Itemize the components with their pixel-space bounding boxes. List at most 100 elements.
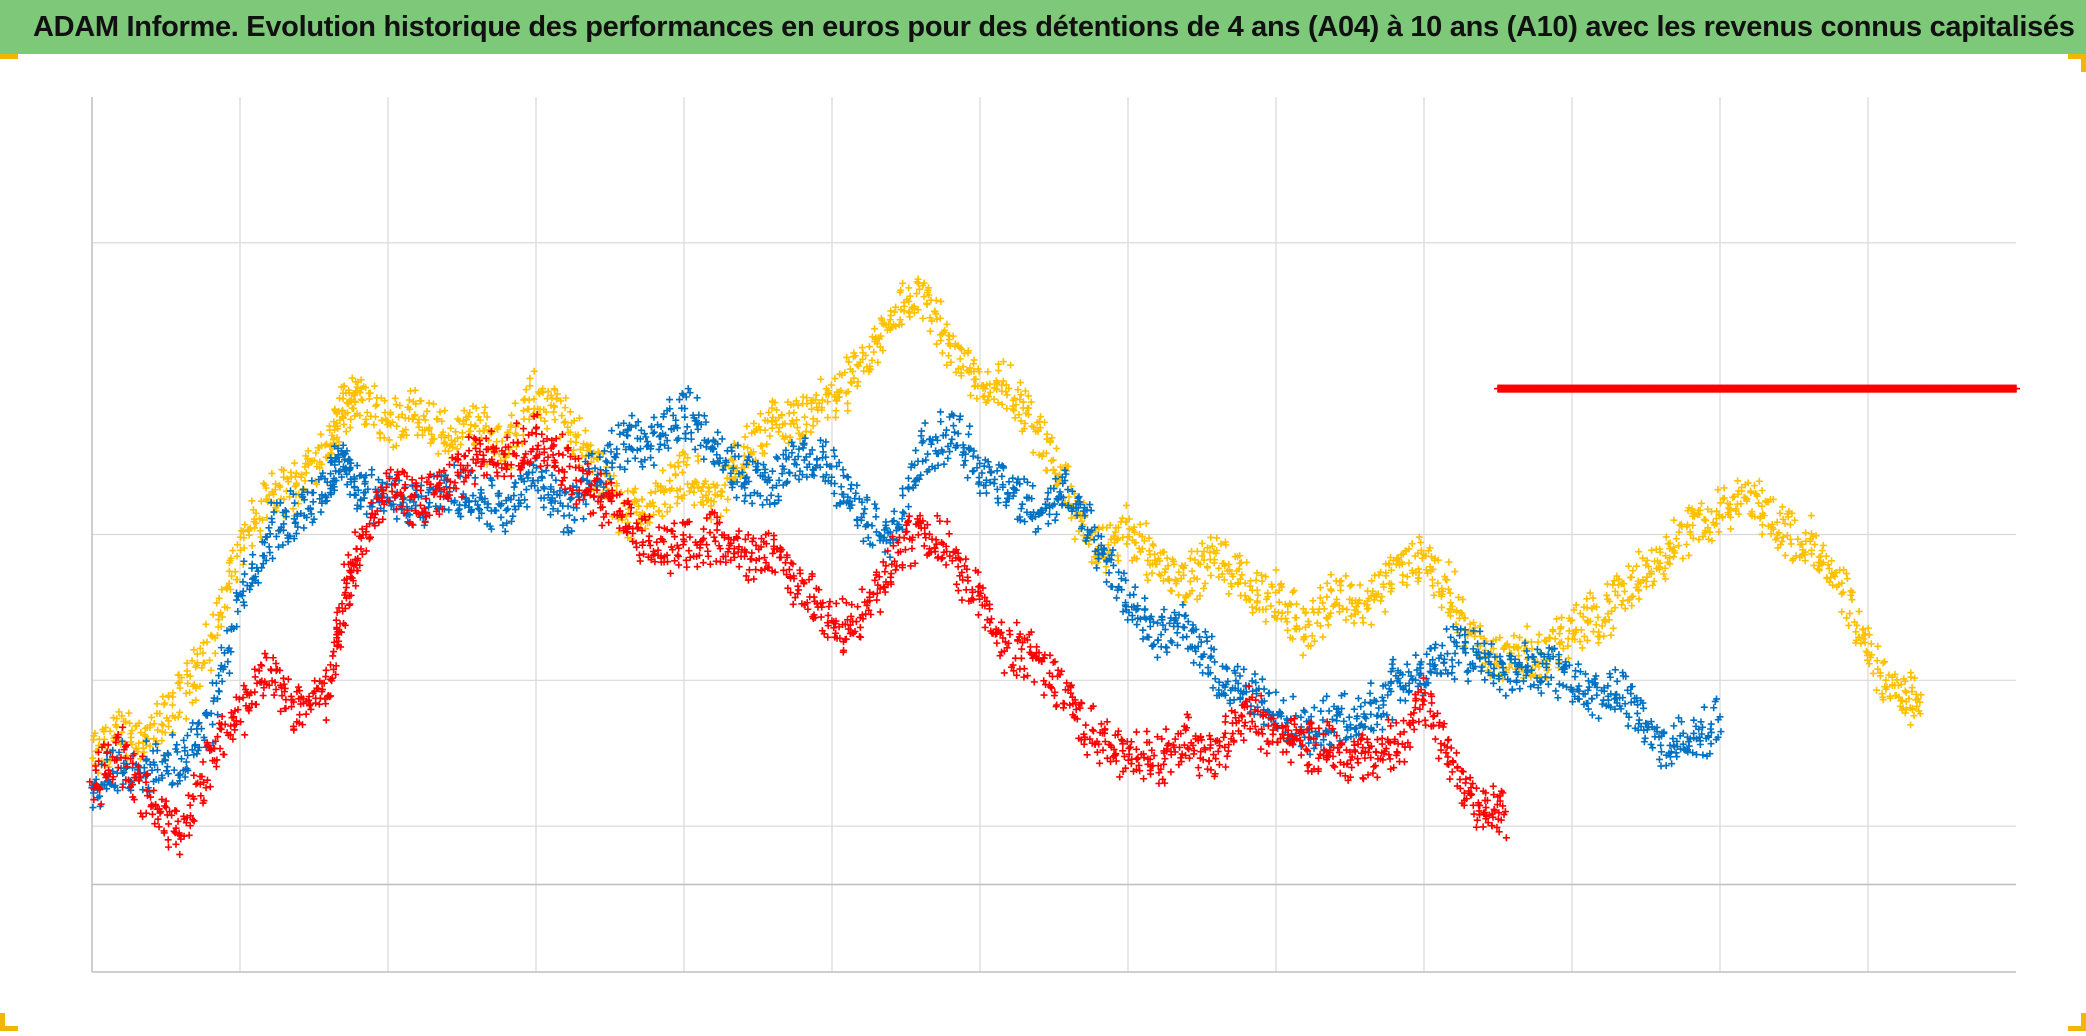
data-point-marker [860,538,867,545]
data-point-marker [312,700,319,707]
data-point-marker [744,444,751,451]
data-point-marker [1633,563,1640,570]
data-point-marker [370,421,377,428]
data-point-marker [1289,589,1296,596]
chart-area [0,54,2086,1031]
data-point-marker [89,804,96,811]
data-point-marker [1673,749,1680,756]
data-point-marker [1553,615,1560,622]
data-point-marker [233,597,240,604]
data-point-marker [514,439,521,446]
data-point-marker [771,500,778,507]
data-point-marker [1721,484,1728,491]
data-point-marker [1802,529,1809,536]
data-point-marker [1629,593,1636,600]
data-point-marker [905,475,912,482]
data-point-marker [523,486,530,493]
data-point-marker [1053,445,1060,452]
data-point-marker [905,503,912,510]
data-point-marker [347,424,354,431]
data-point-marker [573,439,580,446]
data-series [86,276,2020,858]
data-point-marker [567,496,574,503]
data-point-marker [531,368,538,375]
data-point-marker [1300,652,1307,659]
data-point-marker [1868,640,1875,647]
data-point-marker [824,414,831,421]
data-point-marker [937,337,944,344]
data-point-marker [290,505,297,512]
data-point-marker [571,517,578,524]
data-point-marker [691,502,698,509]
data-point-marker [1088,507,1095,514]
data-point-marker [494,472,501,479]
data-point-marker [944,455,951,462]
data-point-marker [263,654,270,661]
data-point-marker [555,450,562,457]
data-point-marker [694,394,701,401]
data-point-marker [1657,742,1664,749]
data-point-marker [1621,588,1628,595]
data-point-marker [1866,631,1873,638]
data-point-marker [659,467,666,474]
data-point-marker [1612,604,1619,611]
data-point-marker [1649,744,1656,751]
data-point-marker [551,416,558,423]
data-point-marker [566,463,573,470]
data-point-marker [833,407,840,414]
data-point-marker [1648,547,1655,554]
data-point-marker [94,748,101,755]
data-point-marker [832,414,839,421]
data-point-marker [1196,661,1203,668]
data-point-marker [333,617,340,624]
data-point-marker [733,494,740,501]
data-point-marker [1309,597,1316,604]
data-point-marker [538,431,545,438]
data-point-marker [624,458,631,465]
data-point-marker [393,515,400,522]
data-point-marker [1404,573,1411,580]
data-point-marker [441,407,448,414]
data-point-marker [176,709,183,716]
data-point-marker [194,731,201,738]
data-point-marker [735,453,742,460]
data-point-marker [899,492,906,499]
data-point-marker [1406,687,1413,694]
data-point-marker [215,687,222,694]
data-point-marker [345,551,352,558]
data-point-marker [1204,638,1211,645]
data-point-marker [1608,632,1615,639]
data-point-marker [372,413,379,420]
data-point-marker [1721,495,1728,502]
data-point-marker [1045,520,1052,527]
data-point-marker [567,438,574,445]
data-point-marker [1130,591,1137,598]
data-point-marker [437,493,444,500]
data-point-marker [818,604,825,611]
data-point-marker [143,810,150,817]
data-point-marker [796,476,803,483]
data-point-marker [794,424,801,431]
data-point-marker [1207,572,1214,579]
data-point-marker [729,484,736,491]
data-point-marker [1845,622,1852,629]
data-point-marker [1595,715,1602,722]
data-point-marker [970,360,977,367]
data-point-marker [1622,605,1629,612]
data-point-marker [1651,578,1658,585]
data-point-marker [746,566,753,573]
data-point-marker [674,500,681,507]
data-point-marker [190,772,197,779]
data-point-marker [1182,612,1189,619]
data-point-marker [650,430,657,437]
data-point-marker [417,487,424,494]
data-point-marker [1585,677,1592,684]
data-point-marker [501,473,508,480]
data-point-marker [632,455,639,462]
data-point-marker [558,481,565,488]
data-point-marker [1240,666,1247,673]
data-point-marker [1432,641,1439,648]
data-point-marker [1367,711,1374,718]
data-point-marker [504,505,511,512]
data-point-marker [538,468,545,475]
